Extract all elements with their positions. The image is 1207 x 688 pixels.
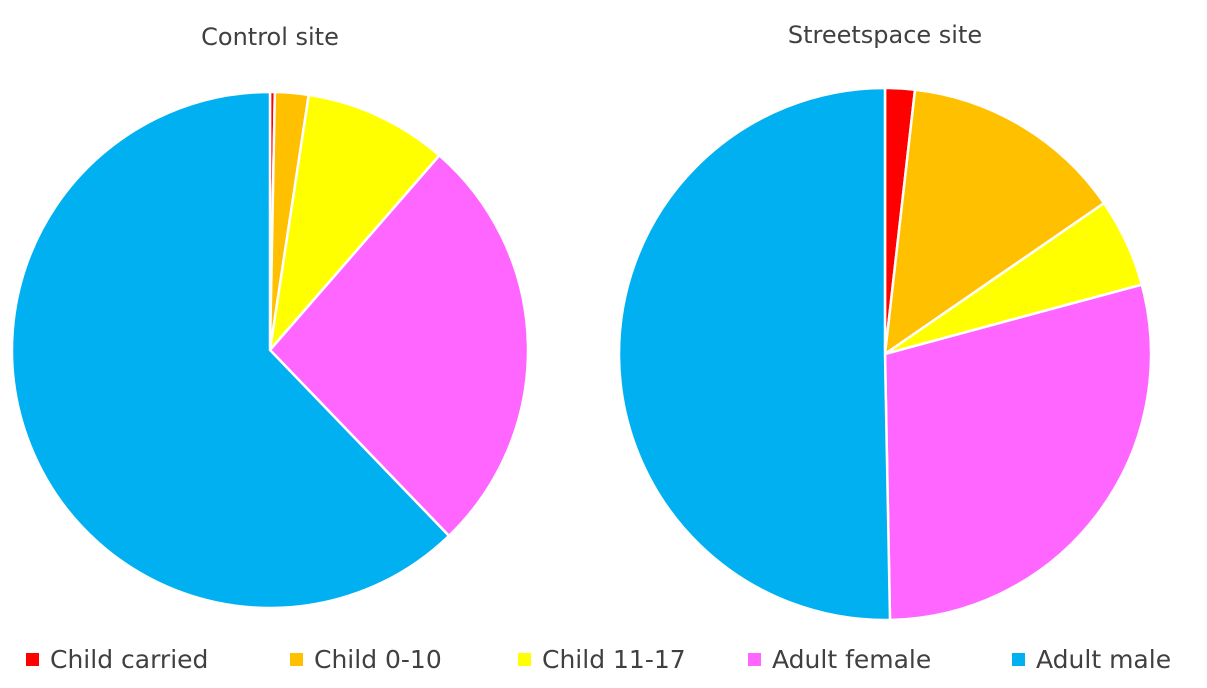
- legend-label: Adult male: [1036, 645, 1171, 674]
- pie-slice: [883, 88, 1106, 357]
- legend-label: Child 11-17: [542, 645, 686, 674]
- pie-slice: [268, 153, 530, 538]
- legend-swatch: [518, 653, 531, 666]
- legend-label: Adult female: [772, 645, 931, 674]
- legend-label: Child carried: [50, 645, 208, 674]
- pie-slice: [10, 90, 451, 610]
- legend-swatch: [290, 653, 303, 666]
- pie-slice: [883, 283, 1153, 622]
- legend-swatch: [1012, 653, 1025, 666]
- legend-label: Child 0-10: [314, 645, 442, 674]
- pie-slice: [268, 93, 442, 355]
- chart-title: Control site: [201, 23, 339, 51]
- pie-slice: [617, 86, 892, 622]
- legend-swatch: [26, 653, 39, 666]
- legend-swatch: [748, 653, 761, 666]
- chart-title: Streetspace site: [788, 21, 982, 49]
